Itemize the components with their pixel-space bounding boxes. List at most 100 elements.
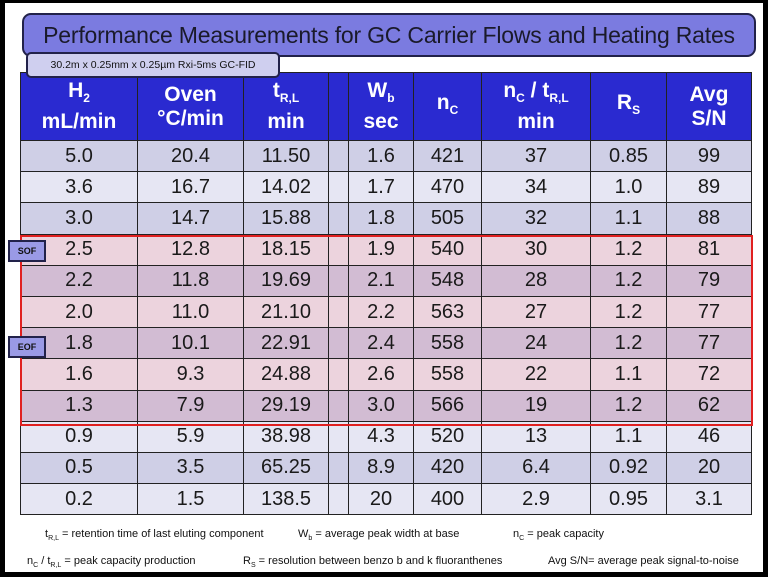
legend-text: = average peak width at base <box>312 528 460 540</box>
header-main: Avg <box>689 82 729 106</box>
table-cell: 81 <box>666 233 752 266</box>
table-cell: 11.50 <box>243 139 329 173</box>
table-cell: 2.2 <box>20 264 138 297</box>
table-cell: 563 <box>413 295 482 329</box>
table-cell: 7.9 <box>137 389 244 422</box>
legend-ncp: nC / tR,L = peak capacity production <box>27 555 196 569</box>
table-cell: 5.9 <box>137 420 244 453</box>
legend-sn: Avg S/N= average peak signal-to-noise <box>548 555 739 567</box>
table-cell: 37 <box>481 139 591 173</box>
header-unit: min <box>517 110 555 134</box>
table-row: 1.3 7.9 29.19 3.0 566 19 1.2 62 <box>20 389 752 422</box>
table-row: 2.2 11.8 19.69 2.1 548 28 1.2 79 <box>20 264 752 297</box>
header-sub: R,L <box>279 91 300 106</box>
legend-sub: C <box>33 562 39 570</box>
table-cell: 11.8 <box>137 264 244 297</box>
table-cell: 1.2 <box>590 233 667 266</box>
table-cell: 20.4 <box>137 139 244 173</box>
slide-title: Performance Measurements for GC Carrier … <box>22 13 756 57</box>
column-header: RS <box>590 72 667 141</box>
header-row: H2 mL/min Oven °C/min tR,L min Wb sec nC nC / tR,… <box>20 72 752 141</box>
table-cell: 12.8 <box>137 233 244 266</box>
header-sub: C <box>449 103 459 118</box>
table-cell: 32 <box>481 202 591 235</box>
performance-table: H2 mL/min Oven °C/min tR,L min Wb sec nC nC / tR,… <box>20 72 752 516</box>
legend-wb: Wb = average peak width at base <box>298 528 459 542</box>
legend-text: = resolution between benzo b and k fluor… <box>255 555 503 567</box>
table-cell: 1.2 <box>590 295 667 329</box>
table-cell: 505 <box>413 202 482 235</box>
table-cell: 22 <box>481 358 591 391</box>
legend-symbol: n <box>513 528 520 540</box>
header-main2: / t <box>524 78 550 102</box>
table-cell: 4.3 <box>348 420 414 453</box>
table-cell: 20 <box>666 451 752 485</box>
table-cell: 0.5 <box>20 451 138 485</box>
legend-symbol: / t <box>38 555 51 567</box>
table-cell: 1.2 <box>590 264 667 297</box>
table-cell: 10.1 <box>137 327 244 360</box>
table-cell: 1.1 <box>590 420 667 453</box>
table-cell: 6.4 <box>481 451 591 485</box>
table-cell: 72 <box>666 358 752 391</box>
table-cell: 19.69 <box>243 264 329 297</box>
table-cell: 21.10 <box>243 295 329 329</box>
table-cell: 18.15 <box>243 233 329 266</box>
header-sub: S <box>632 103 641 118</box>
header-main: n <box>436 90 450 114</box>
table-row: 2.5 12.8 18.15 1.9 540 30 1.2 81 <box>20 233 752 266</box>
table-cell: 1.9 <box>348 233 414 266</box>
legend-symbol: n <box>27 555 34 567</box>
table-row: 3.6 16.7 14.02 1.7 470 34 1.0 89 <box>20 171 752 204</box>
table-row: 1.8 10.1 22.91 2.4 558 24 1.2 77 <box>20 327 752 360</box>
table-cell: 9.3 <box>137 358 244 391</box>
header-unit: min <box>267 110 305 134</box>
table-cell: 62 <box>666 389 752 422</box>
legend-symbol: R <box>243 555 251 567</box>
table-cell: 1.5 <box>137 483 244 516</box>
table-cell: 558 <box>413 327 482 360</box>
table-cell: 1.0 <box>590 171 667 204</box>
legend-text: = retention time of last eluting compone… <box>58 528 264 540</box>
legend-sub: C <box>519 535 525 543</box>
table-cell: 3.1 <box>666 483 752 516</box>
header-main: n <box>503 78 517 102</box>
column-header: nC / tR,L min <box>481 72 591 141</box>
table-cell: 3.5 <box>137 451 244 485</box>
header-unit: sec <box>363 110 399 134</box>
column-header: H2 mL/min <box>20 72 138 141</box>
table-row: 0.5 3.5 65.25 8.9 420 6.4 0.92 20 <box>20 451 752 485</box>
table-cell: 19 <box>481 389 591 422</box>
legend-rs: RS = resolution between benzo b and k fl… <box>243 555 502 569</box>
table-cell: 13 <box>481 420 591 453</box>
table-cell: 548 <box>413 264 482 297</box>
header-main: R <box>616 90 633 114</box>
header-unit: °C/min <box>157 106 224 130</box>
table-cell: 11.0 <box>137 295 244 329</box>
table-cell: 14.02 <box>243 171 329 204</box>
table-cell <box>328 233 349 266</box>
legend-sub: S <box>250 562 256 570</box>
table-cell: 77 <box>666 327 752 360</box>
header-main: H <box>68 78 84 102</box>
table-cell: 1.1 <box>590 358 667 391</box>
column-header <box>328 72 349 141</box>
table-cell: 5.0 <box>20 139 138 173</box>
table-cell: 3.6 <box>20 171 138 204</box>
table-cell: 3.0 <box>20 202 138 235</box>
table-cell: 1.8 <box>348 202 414 235</box>
table-row: 2.0 11.0 21.10 2.2 563 27 1.2 77 <box>20 295 752 329</box>
table-cell: 22.91 <box>243 327 329 360</box>
header-sub2: R,L <box>549 91 569 106</box>
table-cell <box>328 139 349 173</box>
legend-symbol: t <box>45 528 49 540</box>
slide: Performance Measurements for GC Carrier … <box>5 3 763 572</box>
column-header: tR,L min <box>243 72 329 141</box>
table-cell: 3.0 <box>348 389 414 422</box>
table-cell <box>328 358 349 391</box>
column-header: Oven °C/min <box>137 72 244 141</box>
table-cell: 520 <box>413 420 482 453</box>
table-cell: 400 <box>413 483 482 516</box>
table-cell: 2.0 <box>20 295 138 329</box>
table-cell: 99 <box>666 139 752 173</box>
